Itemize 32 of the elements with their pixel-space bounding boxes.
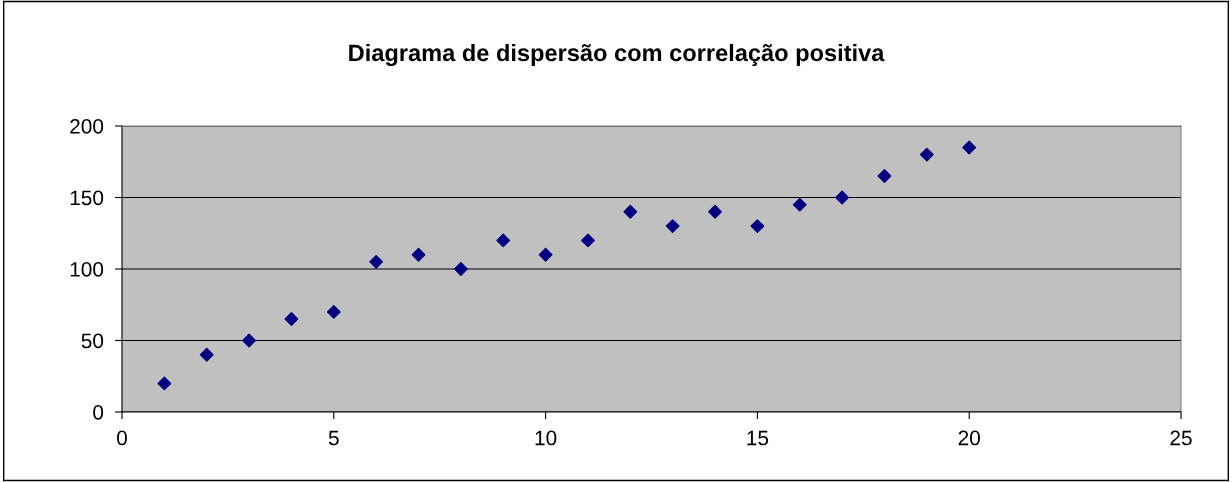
x-tick-label: 25 bbox=[1170, 430, 1192, 446]
point bbox=[792, 197, 807, 212]
x-tick-label: 20 bbox=[958, 430, 980, 446]
y-tick-label: 150 bbox=[70, 190, 104, 206]
point bbox=[581, 233, 595, 248]
point bbox=[835, 190, 850, 205]
x-tick-label: 10 bbox=[535, 430, 557, 446]
point bbox=[962, 140, 977, 155]
point bbox=[199, 347, 214, 362]
point bbox=[708, 204, 722, 219]
point bbox=[496, 233, 511, 248]
point bbox=[750, 219, 765, 234]
point bbox=[242, 333, 256, 348]
point bbox=[411, 247, 426, 262]
chart-title: Diagrama de dispersão com correlação positiva bbox=[349, 43, 885, 67]
point bbox=[284, 312, 299, 326]
y-tick-label: 0 bbox=[93, 405, 104, 420]
point bbox=[877, 169, 892, 183]
y-tick-label: 100 bbox=[70, 262, 104, 277]
point bbox=[623, 204, 638, 219]
point bbox=[665, 219, 680, 234]
point bbox=[919, 147, 934, 162]
point bbox=[453, 262, 468, 276]
point bbox=[326, 304, 341, 319]
y-tick-label: 200 bbox=[70, 119, 104, 134]
x-tick-label: 5 bbox=[328, 430, 339, 446]
point bbox=[157, 376, 172, 391]
x-tick-label: 15 bbox=[747, 430, 769, 446]
y-tick-label: 50 bbox=[81, 333, 104, 349]
point bbox=[538, 247, 553, 262]
x-tick-label: 0 bbox=[117, 430, 127, 446]
point bbox=[369, 254, 384, 269]
